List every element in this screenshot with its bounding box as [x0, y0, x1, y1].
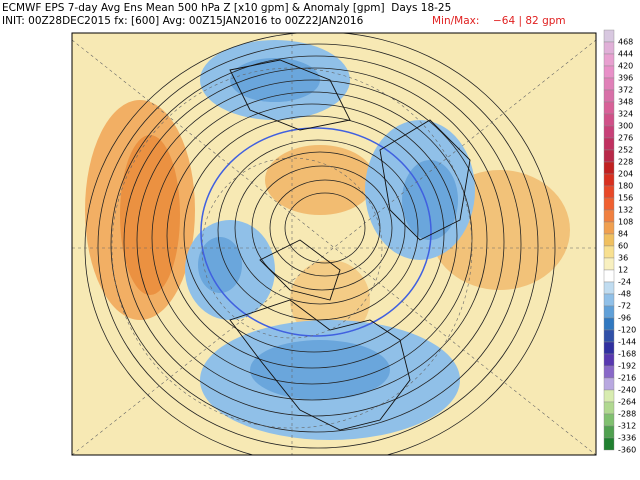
colorbar-swatch — [603, 197, 615, 211]
colorbar-label: 348 — [618, 98, 633, 107]
colorbar-label: -120 — [618, 326, 636, 335]
title: ECMWF EPS 7-day Avg Ens Mean 500 hPa Z [… — [2, 2, 452, 14]
colorbar-swatch — [603, 413, 615, 427]
colorbar-swatch — [603, 221, 615, 235]
colorbar-swatch — [603, 329, 615, 343]
colorbar-label: 324 — [618, 110, 633, 119]
colorbar-swatch — [603, 233, 615, 247]
colorbar-label: -72 — [618, 302, 631, 311]
colorbar-swatch — [603, 353, 615, 367]
colorbar-swatch — [603, 89, 615, 103]
colorbar-label: 468 — [618, 38, 633, 47]
minmax-value: −64 | 82 gpm — [493, 15, 566, 27]
colorbar-label: -360 — [618, 446, 636, 455]
init-line: INIT: 00Z28DEC2015 fx: [600] Avg: 00Z15J… — [2, 15, 364, 27]
colorbar-label: -48 — [618, 290, 631, 299]
colorbar-label: 12 — [618, 266, 628, 275]
colorbar-label: -216 — [618, 374, 636, 383]
colorbar-swatch — [603, 173, 615, 187]
colorbar-swatch — [603, 317, 615, 331]
colorbar-swatch — [603, 341, 615, 355]
colorbar-swatch — [603, 389, 615, 403]
colorbar-swatch — [603, 437, 615, 451]
colorbar-swatch — [603, 425, 615, 439]
colorbar-label: 132 — [618, 206, 633, 215]
colorbar-swatch — [603, 161, 615, 175]
colorbar-swatch — [603, 65, 615, 79]
colorbar-label: 396 — [618, 74, 633, 83]
colorbar-label: -168 — [618, 350, 636, 359]
colorbar-swatch — [603, 293, 615, 307]
colorbar-swatch — [603, 41, 615, 55]
colorbar: 468 444 420 396 372 348 324 300 276 252 228 204 180 1… — [603, 29, 636, 455]
map-frame — [71, 32, 597, 456]
colorbar-swatch — [603, 77, 615, 91]
colorbar-swatch — [603, 269, 615, 283]
colorbar-label: 276 — [618, 134, 633, 143]
map — [72, 33, 596, 455]
colorbar-swatch — [603, 305, 615, 319]
colorbar-swatch — [603, 281, 615, 295]
colorbar-label: -144 — [618, 338, 636, 347]
colorbar-label: -192 — [618, 362, 636, 371]
colorbar-swatch — [603, 125, 615, 139]
colorbar-label: 228 — [618, 158, 633, 167]
colorbar-swatch — [603, 101, 615, 115]
colorbar-swatch — [603, 209, 615, 223]
colorbar-label: 420 — [618, 62, 633, 71]
colorbar-label: 156 — [618, 194, 633, 203]
colorbar-label: 60 — [618, 242, 628, 251]
colorbar-swatch — [603, 245, 615, 259]
colorbar-swatch — [603, 137, 615, 151]
colorbar-label: 252 — [618, 146, 633, 155]
colorbar-label: -288 — [618, 410, 636, 419]
colorbar-label: 36 — [618, 254, 628, 263]
colorbar-swatch — [603, 257, 615, 271]
colorbar-swatch — [603, 113, 615, 127]
colorbar-label: 204 — [618, 170, 633, 179]
colorbar-label: 372 — [618, 86, 633, 95]
coastlines — [229, 59, 471, 431]
colorbar-swatch — [603, 29, 615, 43]
colorbar-label: -336 — [618, 434, 636, 443]
colorbar-label: -96 — [618, 314, 631, 323]
colorbar-swatch — [603, 365, 615, 379]
colorbar-label: 108 — [618, 218, 633, 227]
colorbar-label: 444 — [618, 50, 633, 59]
colorbar-swatch — [603, 53, 615, 67]
colorbar-swatch — [603, 377, 615, 391]
colorbar-label: -312 — [618, 422, 636, 431]
colorbar-label: -264 — [618, 398, 636, 407]
colorbar-label: -240 — [618, 386, 636, 395]
colorbar-label: 84 — [618, 230, 628, 239]
colorbar-label: -24 — [618, 278, 631, 287]
colorbar-swatch — [603, 401, 615, 415]
colorbar-swatch — [603, 149, 615, 163]
minmax-label: Min/Max: — [432, 15, 480, 27]
colorbar-swatch — [603, 185, 615, 199]
colorbar-label: 180 — [618, 182, 633, 191]
colorbar-label: 300 — [618, 122, 633, 131]
